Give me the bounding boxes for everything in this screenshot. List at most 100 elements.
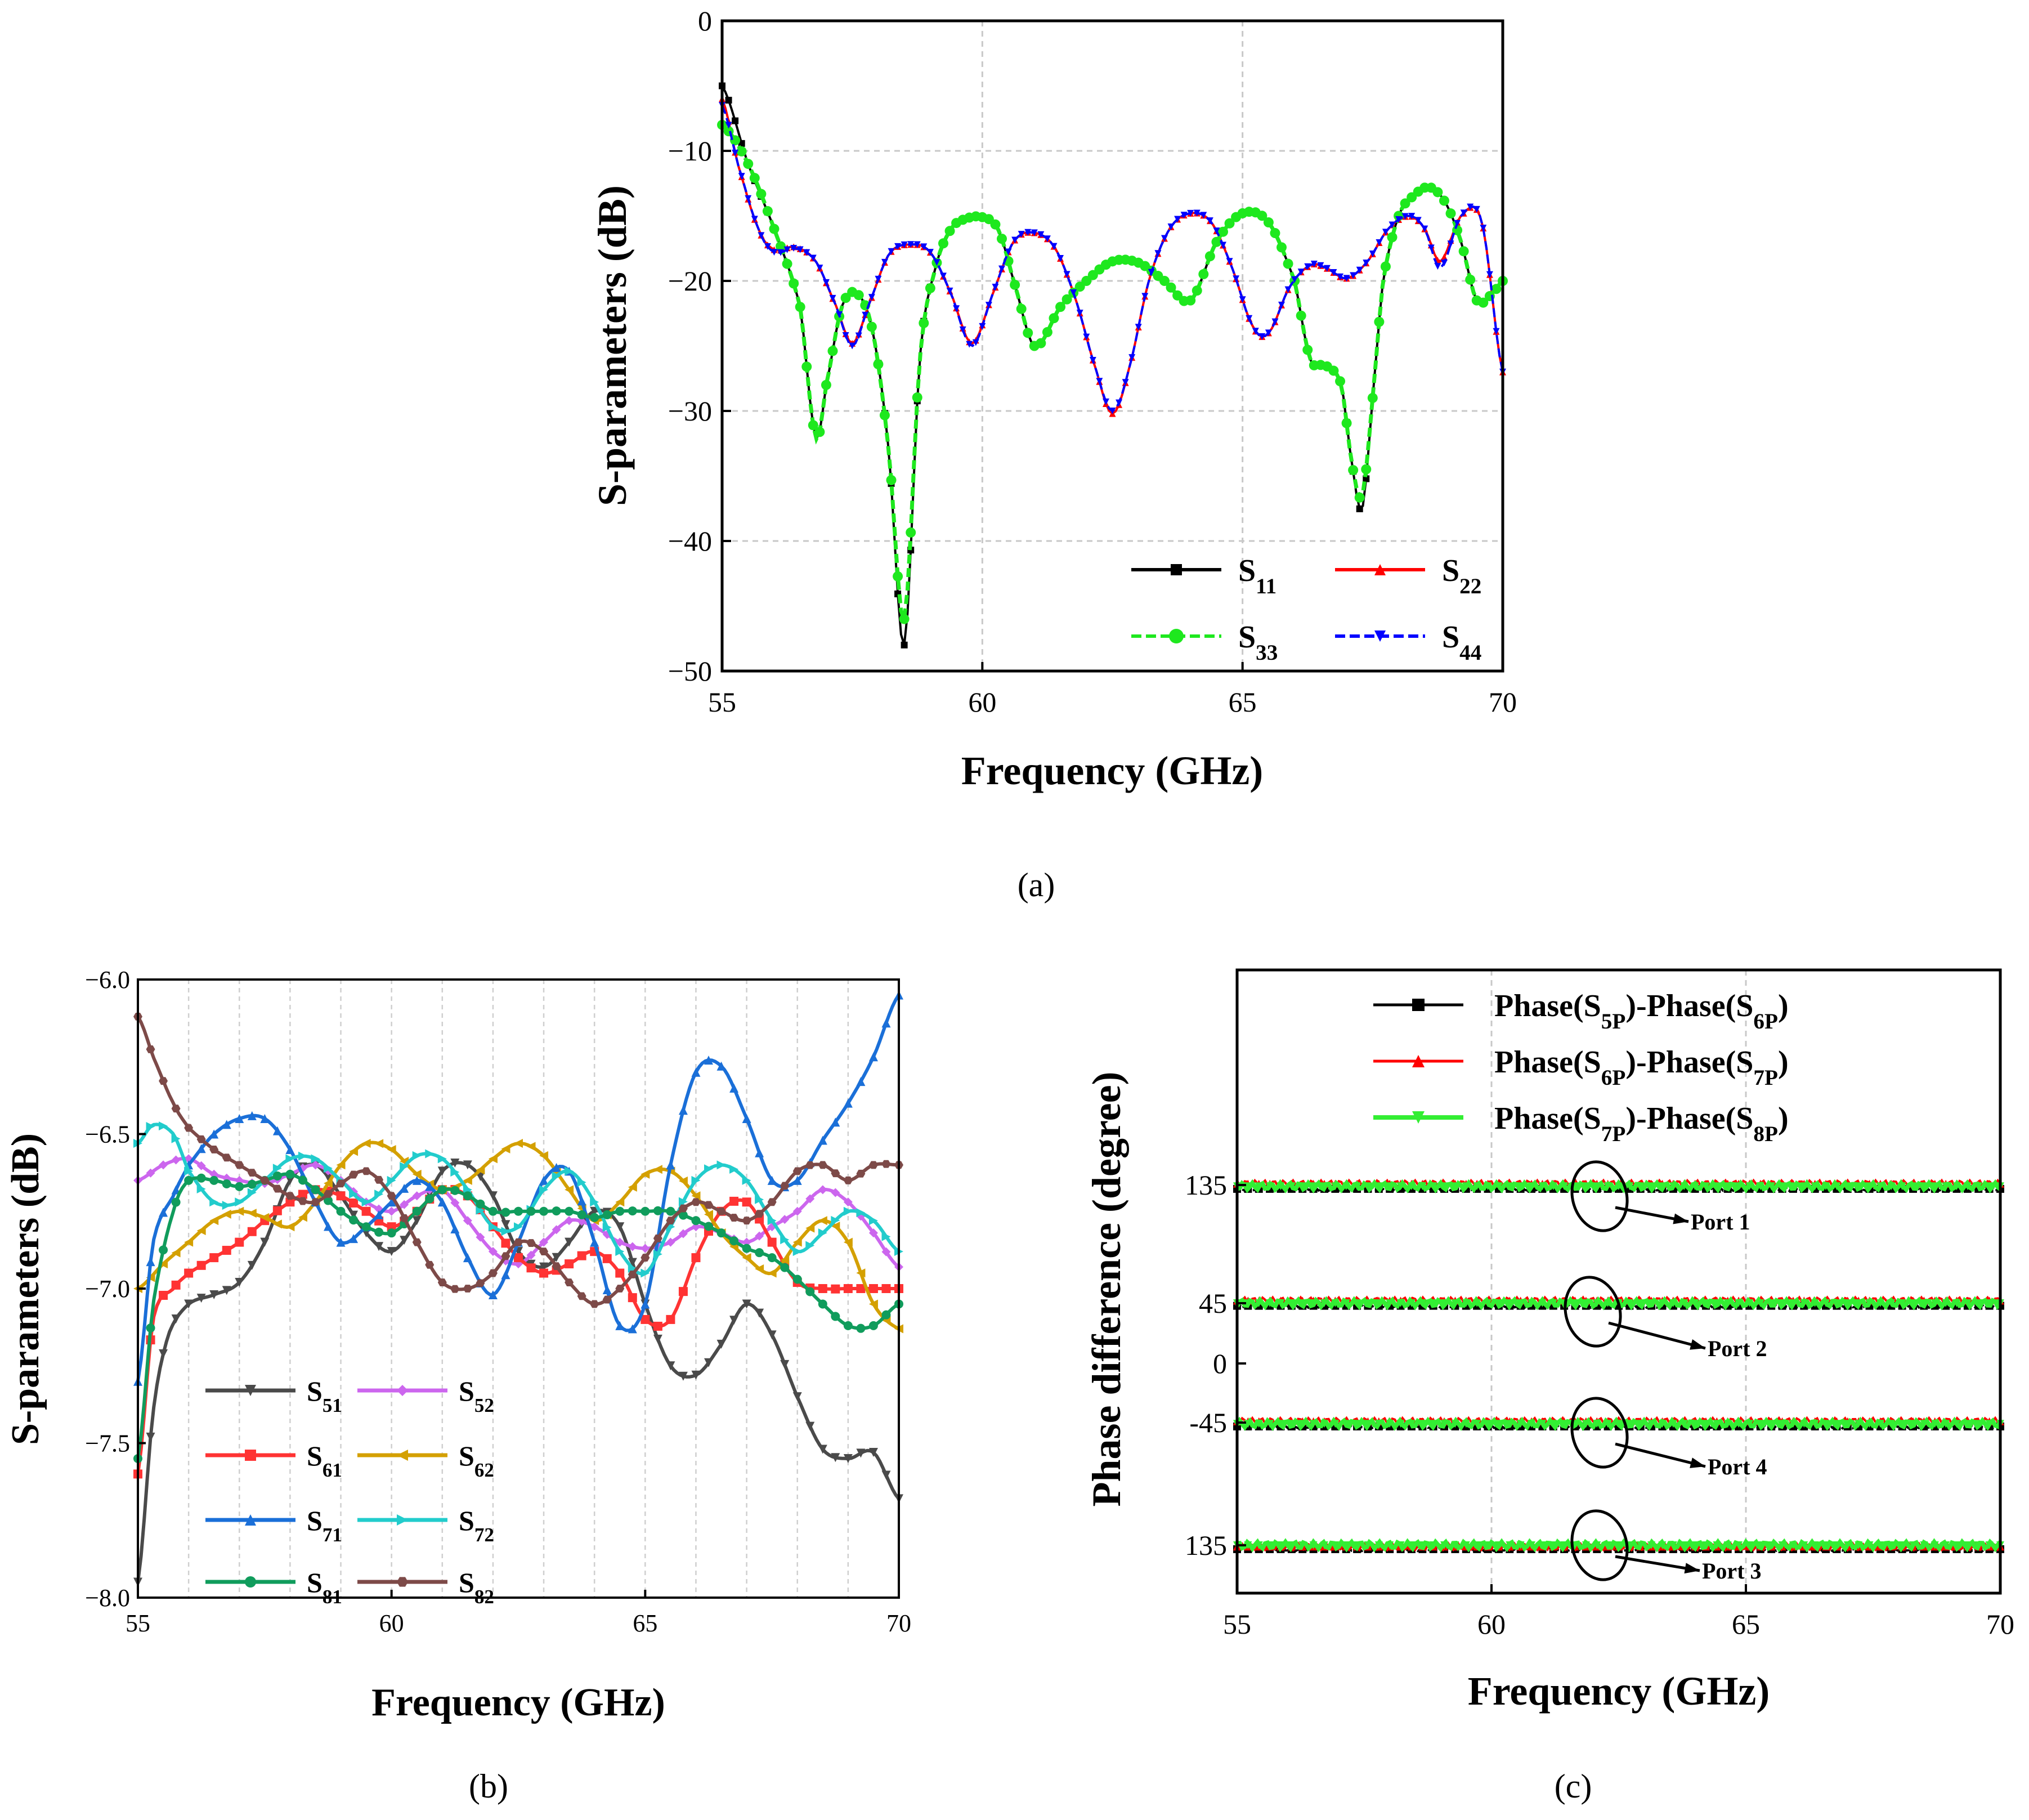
- caption-a: (a): [1018, 866, 1055, 904]
- marker-s52: [792, 1206, 802, 1216]
- marker-s52: [526, 1250, 536, 1260]
- band-marker-3: [1691, 1541, 1699, 1549]
- marker-s62: [412, 1169, 422, 1179]
- marker-s72: [552, 1171, 561, 1181]
- legend-label: Phase(S7P)-Phase(S8P): [1494, 1101, 1789, 1146]
- marker-s72: [678, 1197, 688, 1206]
- band-marker-2: [1429, 1420, 1437, 1428]
- band-marker-1: [1963, 1299, 1972, 1307]
- marker-s71: [349, 1234, 359, 1244]
- marker-s82: [463, 1285, 472, 1293]
- band-marker-3: [1778, 1541, 1786, 1549]
- band-marker-2: [1374, 1420, 1383, 1428]
- marker-s44: [822, 279, 830, 286]
- band-marker-2: [1876, 1420, 1884, 1428]
- marker-s33: [795, 302, 805, 312]
- marker-s51: [349, 1210, 359, 1220]
- band-marker-0: [1353, 1182, 1361, 1191]
- y-axis-label-b: S-parameters (dB): [4, 1133, 47, 1445]
- marker-s72: [868, 1216, 878, 1226]
- band-marker-0: [1342, 1182, 1350, 1191]
- marker-s44: [1408, 213, 1416, 220]
- marker-s72: [780, 1235, 790, 1245]
- band-marker-3: [1615, 1541, 1623, 1549]
- legend-label: S52: [459, 1375, 494, 1416]
- marker-s71: [678, 1106, 688, 1115]
- legend-entry-s51: S51: [205, 1375, 342, 1416]
- band-marker-1: [1876, 1299, 1884, 1307]
- port-annotation: Port 1: [1570, 1160, 1750, 1235]
- marker-s82: [336, 1179, 346, 1188]
- band-marker-3: [1528, 1541, 1536, 1549]
- band-marker-2: [1396, 1420, 1405, 1428]
- marker-s81: [361, 1222, 371, 1232]
- band-marker-2: [1843, 1420, 1852, 1428]
- band-marker-2: [1549, 1420, 1557, 1428]
- marker-s81: [463, 1191, 472, 1201]
- marker-s52: [666, 1237, 675, 1247]
- grid-a: [722, 21, 1503, 671]
- marker-s33: [1380, 261, 1391, 272]
- legend-marker: [397, 1577, 408, 1587]
- marker-s72: [843, 1206, 853, 1216]
- band-marker-0: [1255, 1182, 1263, 1191]
- marker-s61: [387, 1222, 396, 1232]
- marker-s44: [913, 241, 921, 248]
- band-marker-3: [1418, 1541, 1427, 1549]
- legend-marker: [1374, 630, 1386, 642]
- band-marker-1: [1287, 1299, 1296, 1307]
- marker-s82: [780, 1182, 790, 1190]
- band-marker-1: [1701, 1299, 1710, 1307]
- marker-s52: [450, 1198, 460, 1208]
- band-marker-0: [1963, 1182, 1972, 1191]
- marker-s82: [678, 1204, 688, 1213]
- y-axis-label-a: S-parameters (dB): [590, 185, 635, 506]
- ticks-c: 55 60 65 70 135 45 0 -45 135: [1185, 1169, 2014, 1640]
- band-marker-2: [1407, 1420, 1416, 1428]
- marker-s51: [463, 1160, 472, 1170]
- marker-s71: [755, 1148, 764, 1157]
- marker-s62: [501, 1144, 510, 1153]
- band-marker-1: [1952, 1299, 1961, 1307]
- marker-s82: [260, 1176, 270, 1184]
- band-marker-1: [1342, 1299, 1350, 1307]
- marker-s51: [792, 1392, 802, 1402]
- marker-s44: [1219, 242, 1226, 249]
- band-marker-0: [1636, 1182, 1645, 1191]
- y-tick-label: −20: [668, 265, 712, 297]
- y-tick-label: 0: [698, 5, 712, 37]
- chart-panel-b: 55 60 65 70 −6.0 −6.5 −7.0 −7.5 −8.0 Frequency (…: [4, 966, 911, 1805]
- line-s11: [721, 85, 1504, 646]
- band-marker-0: [1898, 1182, 1906, 1191]
- band-marker-0: [1440, 1182, 1449, 1191]
- band-marker-1: [1713, 1299, 1721, 1307]
- band-marker-0: [1735, 1182, 1743, 1191]
- band-marker-1: [1811, 1299, 1819, 1307]
- marker-s82: [843, 1176, 853, 1184]
- marker-s33: [893, 571, 903, 582]
- band-marker-0: [1407, 1182, 1416, 1191]
- marker-s71: [159, 1208, 168, 1217]
- band-marker-3: [1865, 1541, 1874, 1549]
- marker-s44: [777, 249, 785, 256]
- marker-s72: [602, 1223, 612, 1232]
- band-marker-0: [1865, 1182, 1874, 1191]
- marker-s71: [831, 1117, 840, 1127]
- band-marker-3: [1386, 1541, 1394, 1549]
- legend-label: S61: [307, 1440, 342, 1481]
- band-marker-2: [1735, 1420, 1743, 1428]
- marker-s52: [780, 1215, 790, 1224]
- marker-s44: [875, 275, 882, 283]
- band-marker-1: [1822, 1299, 1830, 1307]
- marker-s61: [881, 1284, 891, 1293]
- marker-s52: [843, 1197, 853, 1207]
- marker-s71: [235, 1114, 244, 1124]
- marker-s44: [745, 195, 752, 202]
- marker-s72: [146, 1122, 155, 1132]
- marker-s51: [146, 1432, 155, 1442]
- marker-s51: [196, 1294, 206, 1303]
- marker-s44: [816, 265, 823, 272]
- marker-s44: [1011, 236, 1019, 244]
- marker-s71: [691, 1067, 701, 1077]
- marker-s62: [463, 1175, 472, 1185]
